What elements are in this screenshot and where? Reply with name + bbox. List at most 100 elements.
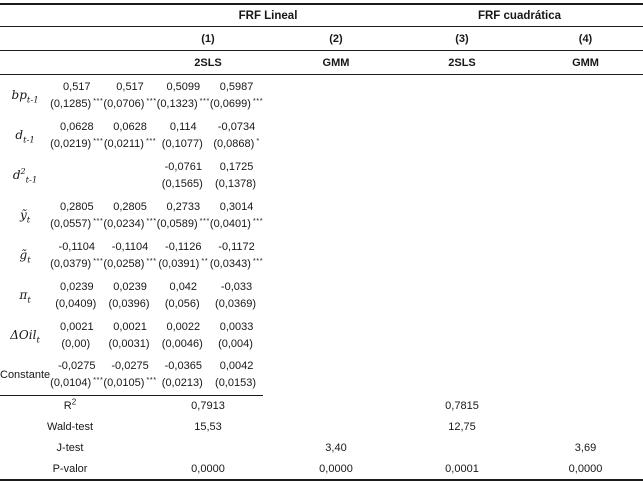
table-row: dt-1 0,0628 (0,0219) *** 0,0628 (0,0211) *** 0,… [0, 115, 263, 155]
empty-header-cell [0, 26, 140, 51]
row-label-base: bp [11, 87, 27, 102]
coefficient-value: 0,0628 [59, 120, 94, 133]
column-number-2: (2) [276, 26, 396, 51]
standard-error-value: (0,0379) [50, 257, 92, 270]
significance-stars: *** [146, 215, 157, 225]
coefficient-cell: 0,5987 (0,0699) *** [210, 75, 263, 115]
row-label: ỹt [20, 208, 31, 225]
row-label: J-test [57, 442, 84, 454]
row-label-cell: πt [0, 275, 50, 315]
statistic-value: 0,7815 [445, 400, 479, 412]
significance-stars: *** [252, 255, 264, 265]
standard-error-value: (0,1077) [161, 137, 203, 150]
standard-error-line: (0,0258) *** [103, 254, 156, 271]
coefficient-value: -0,0734 [217, 120, 256, 133]
coefficient-value: 0,0239 [113, 280, 147, 293]
coefficient-value: -0,0365 [164, 360, 202, 373]
standard-error-value: (0,1565) [161, 177, 203, 190]
coefficient-cell [50, 155, 103, 195]
row-label-cell: bpt-1 [0, 75, 50, 115]
method-header-4: GMM [528, 50, 643, 75]
group-header-frf-cuadratica: FRF cuadrática [396, 3, 643, 27]
statistic-value-cell: 0,0000 [140, 458, 276, 481]
standard-error-line: (0,0104) *** [50, 373, 103, 390]
coefficient-value: 0,0628 [113, 120, 147, 133]
coefficient-value: 0,0021 [59, 320, 94, 333]
coefficient-value: 0,042 [169, 280, 198, 293]
row-label: Constante [0, 369, 50, 381]
statistic-value-cell: 3,69 [528, 438, 643, 459]
coefficient-value: 0,0021 [113, 320, 147, 333]
coefficient-value: -0,0761 [164, 160, 202, 173]
standard-error-line: (0,0391) ** [157, 254, 210, 271]
statistic-value-cell: 12,75 [396, 417, 528, 438]
table-row: ΔOilt 0,0021 (0,00) 0,0021 (0,0031) 0,0022 (0,… [0, 315, 263, 355]
standard-error-value: (0,0219) [50, 137, 92, 150]
coefficient-value: 0,517 [63, 80, 91, 93]
row-label-subscript: t-1 [25, 174, 38, 185]
statistic-value: 3,69 [574, 442, 597, 454]
coefficient-cell: 0,2733 (0,0589) *** [157, 195, 210, 235]
coefficient-value: -0,0275 [58, 360, 96, 373]
coefficient-cell: -0,0365 (0,0213) [156, 355, 210, 396]
coefficient-value: -0,1126 [165, 240, 202, 253]
statistic-value-cell [276, 417, 396, 438]
row-label-base: d [12, 167, 21, 182]
standard-error-line: (0,0105) *** [103, 373, 156, 390]
row-label-base: π [19, 287, 28, 302]
standard-error-value: (0,0557) [50, 217, 92, 230]
standard-error-line: (0,1378) [210, 174, 263, 191]
standard-error-value: (0,0369) [215, 297, 257, 310]
significance-stars: *** [146, 255, 157, 265]
standard-error-line: (0,1323) *** [157, 94, 210, 111]
significance-stars: *** [199, 215, 210, 225]
standard-error-value: (0,0396) [108, 297, 150, 310]
row-label-subscript: t [27, 294, 31, 305]
row-label-cell: ΔOilt [0, 315, 50, 355]
row-label-base: g̃ [19, 247, 28, 262]
column-number-row: (1) (2) (3) (4) [0, 26, 643, 51]
row-label-subscript: t-1 [26, 94, 39, 105]
standard-error-line: (0,0343) *** [210, 254, 263, 271]
statistic-label-cell: Wald-test [0, 417, 140, 438]
table-row: d2t-1 -0,0761 (0,1565) 0,1725 (0,1378) [0, 155, 263, 195]
row-label: Wald-test [47, 421, 93, 433]
coefficient-cell: -0,033 (0,0369) [210, 275, 263, 315]
row-label-base: ΔOil [10, 327, 37, 342]
statistics-row: P-valor 0,0000 0,0000 0,0001 0,0000 [0, 458, 643, 481]
coefficient-value: -0,1104 [111, 240, 149, 253]
coefficient-value: 0,517 [116, 80, 144, 93]
row-label-base: R [63, 400, 72, 412]
standard-error-value: (0,0391) [158, 257, 200, 270]
statistic-value-cell: 3,40 [276, 438, 396, 459]
statistic-value-cell [276, 396, 396, 417]
statistics-row: Wald-test 15,53 12,75 [0, 417, 643, 438]
coefficient-cell: -0,1104 (0,0258) *** [103, 235, 156, 275]
coefficient-cell: 0,517 (0,1285) *** [50, 75, 103, 115]
statistic-label-cell: J-test [0, 438, 140, 459]
significance-stars: *** [93, 215, 104, 225]
table-row: Constante -0,0275 (0,0104) *** -0,0275 (0,010… [0, 355, 264, 396]
statistic-value-cell [528, 417, 643, 438]
statistic-value-cell: 0,7815 [396, 396, 528, 417]
significance-stars: *** [93, 375, 104, 385]
method-row: 2SLS GMM 2SLS GMM [0, 50, 643, 75]
row-label-subscript: t [26, 214, 31, 225]
standard-error-line: (0,004) [210, 334, 263, 351]
row-label: d2t-1 [12, 166, 38, 185]
column-number-1: (1) [140, 26, 276, 51]
standard-error-line: (0,056) [157, 294, 210, 311]
standard-error-line: (0,0031) [103, 334, 156, 351]
standard-error-line: (0,0396) [103, 294, 156, 311]
coefficient-cell: 0,3014 (0,0401) *** [210, 195, 263, 235]
coefficient-cell: 0,0042 (0,0153) [209, 355, 264, 396]
standard-error-value: (0,0409) [55, 297, 97, 310]
standard-error-value: (0,1285) [50, 97, 92, 110]
row-label-superscript: 2 [20, 166, 26, 176]
row-label-base: Constante [0, 368, 51, 381]
column-number-4: (4) [528, 26, 643, 51]
standard-error-line: (0,0557) *** [50, 214, 103, 231]
row-label-subscript: t [27, 254, 31, 265]
statistics-row: R2 0,7913 0,7815 [0, 396, 643, 417]
